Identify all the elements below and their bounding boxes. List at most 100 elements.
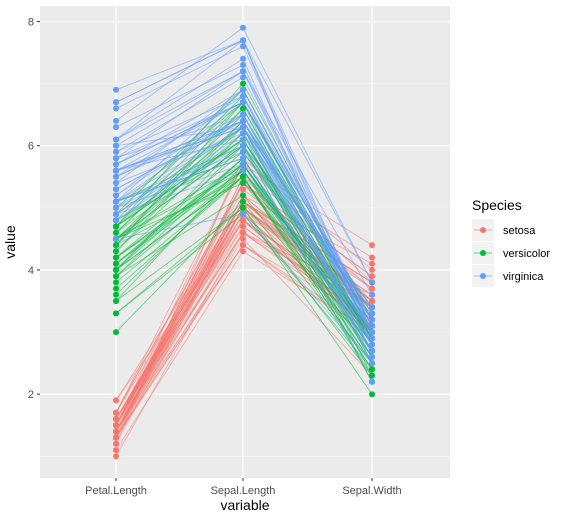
data-point (240, 248, 246, 255)
legend-key-point (480, 227, 486, 233)
data-point (369, 316, 375, 323)
legend-key-point (480, 250, 486, 256)
data-point (369, 391, 375, 398)
series-layer (113, 24, 375, 460)
data-point (369, 310, 375, 317)
data-point (113, 105, 119, 112)
data-point (113, 217, 119, 224)
y-tick-label: 4 (28, 265, 34, 277)
data-point (369, 266, 375, 273)
data-point (240, 167, 246, 174)
data-point (113, 235, 119, 242)
data-point (113, 142, 119, 149)
data-point (240, 217, 246, 224)
data-point (240, 235, 246, 242)
legend-label: setosa (503, 225, 536, 237)
data-point (113, 291, 119, 298)
y-tick-label: 2 (28, 389, 34, 401)
data-point (240, 130, 246, 137)
data-point (240, 223, 246, 230)
data-point (113, 329, 119, 336)
data-point (240, 74, 246, 81)
x-tick-label: Sepal.Width (342, 485, 401, 497)
data-point (369, 366, 375, 373)
data-point (240, 55, 246, 62)
data-point (369, 273, 375, 280)
data-point (369, 291, 375, 298)
data-point (240, 204, 246, 211)
data-point (113, 298, 119, 304)
data-point (369, 353, 375, 360)
data-point (369, 329, 375, 336)
data-point (113, 422, 119, 429)
y-tick-label: 6 (28, 141, 34, 153)
data-point (240, 142, 246, 149)
data-point (369, 347, 375, 354)
points-virginica (113, 24, 375, 385)
data-point (113, 248, 119, 255)
data-point (369, 322, 375, 329)
data-point (113, 99, 119, 106)
data-point (113, 266, 119, 273)
data-point (240, 242, 246, 249)
data-point (369, 254, 375, 261)
data-point (240, 173, 246, 180)
data-point (113, 440, 119, 447)
data-point (113, 180, 119, 186)
data-point (369, 372, 375, 379)
x-tick-label: Petal.Length (85, 485, 147, 497)
data-point (113, 229, 119, 236)
legend-title: Species (472, 197, 522, 213)
data-point (113, 409, 119, 416)
data-point (113, 211, 119, 218)
legend: Species setosa versicolor virginica (472, 197, 550, 287)
data-point (113, 279, 119, 286)
data-point (240, 68, 246, 75)
data-point (369, 378, 375, 385)
data-point (113, 186, 119, 193)
data-point (240, 180, 246, 186)
data-point (369, 285, 375, 292)
data-point (240, 62, 246, 68)
data-point (113, 260, 119, 267)
data-point (369, 279, 375, 286)
data-point (113, 173, 119, 180)
data-point (240, 192, 246, 199)
data-point (240, 93, 246, 100)
data-point (113, 397, 119, 404)
y-axis-title: value (2, 225, 18, 259)
data-point (113, 310, 119, 317)
data-point (369, 242, 375, 249)
data-point (113, 136, 119, 143)
data-point (240, 43, 246, 50)
data-point (240, 198, 246, 205)
data-point (240, 161, 246, 168)
data-point (240, 80, 246, 87)
data-point (113, 434, 119, 441)
data-point (240, 117, 246, 124)
data-point (240, 105, 246, 112)
data-point (113, 192, 119, 199)
data-point (369, 360, 375, 367)
data-point (369, 260, 375, 267)
data-point (113, 254, 119, 261)
data-point (113, 117, 119, 124)
data-point (113, 453, 119, 460)
data-point (369, 335, 375, 342)
data-point (240, 24, 246, 31)
x-tick-label: Sepal.Length (211, 485, 276, 497)
y-tick-label: 8 (28, 17, 34, 29)
data-point (240, 86, 246, 93)
legend-label: virginica (503, 271, 544, 283)
data-point (240, 229, 246, 236)
data-point (113, 447, 119, 454)
data-point (113, 161, 119, 168)
data-point (113, 124, 119, 131)
data-point (369, 298, 375, 304)
x-axis-title: variable (220, 497, 269, 513)
data-point (240, 37, 246, 44)
data-point (113, 285, 119, 292)
data-point (113, 167, 119, 174)
legend-key-point (480, 273, 486, 279)
